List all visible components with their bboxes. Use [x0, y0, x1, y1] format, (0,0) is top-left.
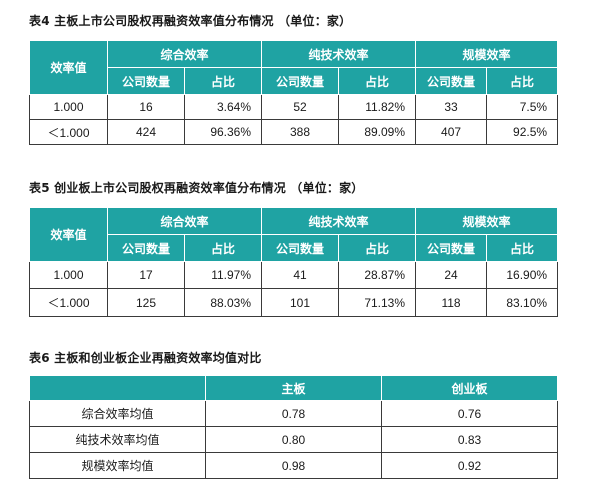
table-cell: 0.92	[381, 452, 558, 479]
table-cell: 11.82%	[338, 94, 417, 120]
table-cell: 17	[107, 261, 185, 289]
table-cell: 1.000	[29, 261, 108, 289]
row-label: 综合效率均值	[29, 400, 206, 427]
table-cell: 0.80	[205, 426, 382, 453]
table-cell: 3.64%	[183, 94, 263, 120]
table-cell: 52	[261, 94, 340, 120]
sub-header: 公司数量	[415, 234, 488, 262]
main-board-header: 主板	[205, 375, 382, 401]
table-cell: 1.000	[29, 94, 108, 120]
sub-header: 占比	[486, 234, 559, 262]
table-cell: 11.97%	[183, 261, 263, 289]
table6: 主板 创业板 综合效率均值 0.78 0.76 纯技术效率均值 0.80 0.8…	[29, 375, 558, 479]
table-row: 1.000 17 11.97% 41 28.87% 24 16.90%	[29, 261, 559, 289]
table-cell: 88.03%	[183, 288, 263, 317]
sub-header: 占比	[183, 67, 263, 95]
table-cell: 16.90%	[486, 261, 559, 289]
table-cell: 424	[107, 119, 185, 145]
table-cell: 33	[415, 94, 488, 120]
table-cell: 24	[415, 261, 488, 289]
table-row: ＜1.000 125 88.03% 101 71.13% 118 83.10%	[29, 288, 559, 317]
table-cell: 83.10%	[486, 288, 559, 317]
table-row: 纯技术效率均值 0.80 0.83	[29, 426, 558, 453]
table-cell: 0.78	[205, 400, 382, 427]
group-header: 规模效率	[415, 207, 559, 235]
group-header: 纯技术效率	[261, 207, 417, 235]
table4-caption: 表4 主板上市公司股权再融资效率值分布情况 （单位：家）	[29, 14, 352, 28]
table-cell: ＜1.000	[29, 119, 108, 145]
sub-header: 公司数量	[107, 234, 185, 262]
table-cell: ＜1.000	[29, 288, 108, 317]
sub-header: 公司数量	[261, 67, 340, 95]
group-header: 规模效率	[415, 40, 559, 68]
group-header: 综合效率	[106, 40, 263, 68]
table-cell: 71.13%	[338, 288, 417, 317]
sub-header: 占比	[338, 234, 417, 262]
table-cell: 118	[415, 288, 488, 317]
table5-caption: 表5 创业板上市公司股权再融资效率值分布情况 （单位：家）	[29, 181, 364, 195]
row-label: 纯技术效率均值	[29, 426, 206, 453]
table-cell: 16	[107, 94, 185, 120]
table-cell: 0.76	[381, 400, 558, 427]
efficiency-value-header: 效率值	[29, 207, 108, 262]
sub-header: 公司数量	[107, 67, 185, 95]
row-label: 规模效率均值	[29, 452, 206, 479]
table-cell: 101	[261, 288, 340, 317]
efficiency-value-header: 效率值	[29, 40, 108, 95]
sub-header: 占比	[183, 234, 263, 262]
sub-header: 公司数量	[415, 67, 488, 95]
table6-caption: 表6 主板和创业板企业再融资效率均值对比	[29, 351, 262, 365]
table-cell: 89.09%	[338, 119, 417, 145]
table-row: 1.000 16 3.64% 52 11.82% 33 7.5%	[29, 94, 559, 120]
table-cell: 388	[261, 119, 340, 145]
table-cell: 0.83	[381, 426, 558, 453]
gem-board-header: 创业板	[381, 375, 558, 401]
table-cell: 7.5%	[486, 94, 559, 120]
blank-header	[29, 375, 206, 401]
table4: 效率值 综合效率 纯技术效率 规模效率 公司数量 占比 公司数量 占比 公司数量…	[29, 40, 559, 145]
group-header: 纯技术效率	[261, 40, 417, 68]
sub-header: 占比	[486, 67, 559, 95]
table5: 效率值 综合效率 纯技术效率 规模效率 公司数量 占比 公司数量 占比 公司数量…	[29, 207, 559, 317]
group-header: 综合效率	[106, 207, 263, 235]
table-cell: 28.87%	[338, 261, 417, 289]
sub-header: 公司数量	[261, 234, 340, 262]
table-cell: 92.5%	[486, 119, 559, 145]
table-cell: 0.98	[205, 452, 382, 479]
table-row: 综合效率均值 0.78 0.76	[29, 400, 558, 427]
table-cell: 125	[107, 288, 185, 317]
table-cell: 41	[261, 261, 340, 289]
sub-header: 占比	[338, 67, 417, 95]
table-row: ＜1.000 424 96.36% 388 89.09% 407 92.5%	[29, 119, 559, 145]
table-cell: 407	[415, 119, 488, 145]
table-cell: 96.36%	[183, 119, 263, 145]
table-row: 规模效率均值 0.98 0.92	[29, 452, 558, 479]
